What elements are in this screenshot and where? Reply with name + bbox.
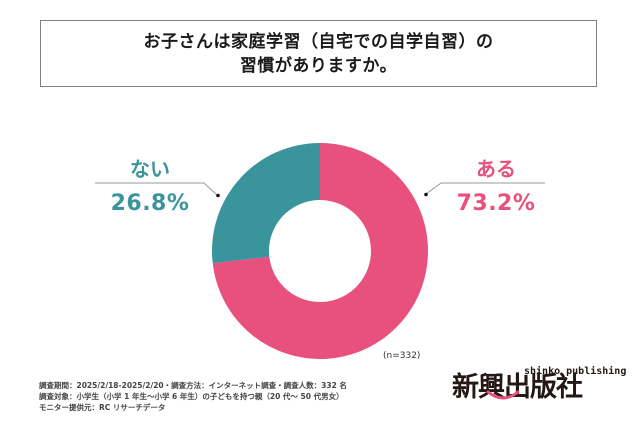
title-line-1: お子さんは家庭学習（自宅での自学自習）の xyxy=(143,31,494,52)
publisher-logo: shinko publishing 新興出版社 xyxy=(452,366,626,406)
logo-wordmark: 新興出版社 xyxy=(452,372,583,403)
label-nai: ない 26.8% xyxy=(100,157,200,217)
label-nai-category: ない xyxy=(130,157,170,181)
label-aru-percent: 73.2% xyxy=(456,191,536,216)
label-nai-percent: 26.8% xyxy=(110,191,190,216)
leader-line-aru xyxy=(424,182,545,197)
label-aru: ある 73.2% xyxy=(446,157,546,217)
footnote-provider: モニター提供元：RC リサーチデータ xyxy=(39,403,166,412)
footnote-target: 調査対象：小学生（小学 1 年生〜小学 6 年生）の子どもを持つ親（20 代〜 … xyxy=(39,392,344,401)
label-aru-category: ある xyxy=(476,157,516,181)
title-box: お子さんは家庭学習（自宅での自学自習）の 習慣がありますか。 xyxy=(40,20,597,87)
leader-line-nai xyxy=(95,182,220,198)
sample-size-label: (n=332) xyxy=(383,351,421,361)
logo-smile-icon xyxy=(486,390,520,400)
slice-aru xyxy=(212,143,429,360)
title-line-2: 習慣がありますか。 xyxy=(239,55,398,76)
survey-footnote: 調査期間：2025/2/18-2025/2/20・調査方法：インターネット調査・… xyxy=(39,380,347,413)
logo-subtitle: shinko publishing xyxy=(524,366,627,377)
footnote-period: 調査期間：2025/2/18-2025/2/20・調査方法：インターネット調査・… xyxy=(39,381,347,390)
slice-nai xyxy=(212,143,320,264)
